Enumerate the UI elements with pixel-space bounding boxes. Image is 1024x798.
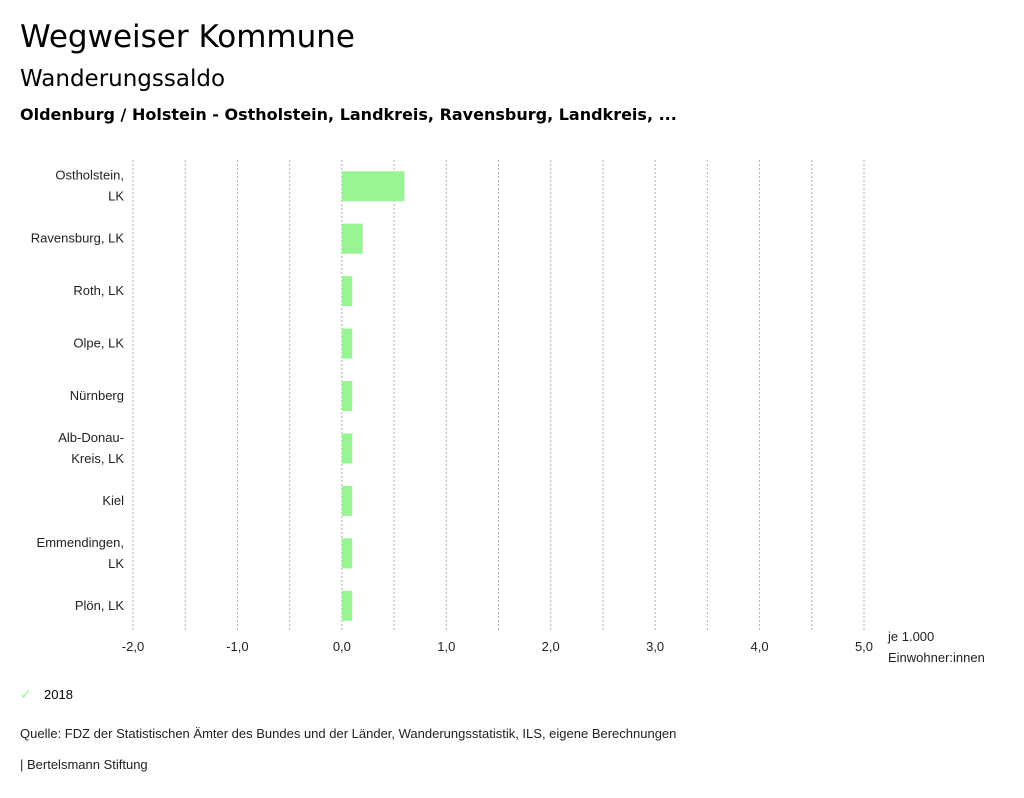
- x-tick-label: -1,0: [226, 639, 248, 654]
- x-axis-label-line2: Einwohner:innen: [888, 650, 985, 665]
- bar[interactable]: [341, 381, 353, 411]
- x-tick-label: 4,0: [751, 639, 769, 654]
- bar[interactable]: [341, 538, 353, 569]
- chart-subtitle: Wanderungssaldo: [20, 66, 226, 92]
- x-tick-label: 0,0: [333, 639, 351, 654]
- x-axis-label-line1: je 1.000: [887, 629, 934, 644]
- category-label: Roth, LK: [73, 283, 124, 298]
- x-tick-label: -2,0: [122, 639, 144, 654]
- bar[interactable]: [341, 171, 405, 202]
- source-note: Quelle: FDZ der Statistischen Ämter des …: [20, 726, 677, 741]
- grid-lines: [132, 160, 865, 632]
- bar[interactable]: [341, 433, 353, 464]
- category-label: Olpe, LK: [73, 336, 124, 351]
- bar[interactable]: [341, 328, 353, 359]
- category-label: Alb-Donau-: [58, 430, 124, 445]
- category-label: Kiel: [102, 493, 124, 508]
- category-label: Ostholstein,: [55, 168, 124, 183]
- bars: [341, 171, 405, 621]
- x-tick-label: 5,0: [855, 639, 873, 654]
- category-labels: Ostholstein, LK Ravensburg, LK Roth, LK Olpe…: [31, 168, 125, 613]
- x-tick-labels: -2,0 -1,0 0,0 1,0 2,0 3,0 4,0 5,0: [122, 639, 873, 654]
- x-tick-label: 1,0: [437, 639, 455, 654]
- x-tick-label: 2,0: [542, 639, 560, 654]
- legend-label: 2018: [44, 687, 73, 702]
- category-label: Emmendingen,: [37, 535, 124, 550]
- bar[interactable]: [341, 223, 363, 254]
- x-tick-label: 3,0: [646, 639, 664, 654]
- bar-chart: Ostholstein, LK Ravensburg, LK Roth, LK Olpe…: [31, 160, 985, 665]
- credit-note: | Bertelsmann Stiftung: [20, 757, 148, 772]
- category-label: Plön, LK: [75, 598, 124, 613]
- category-label: Kreis, LK: [71, 451, 124, 466]
- category-label: LK: [108, 189, 124, 204]
- category-label: Ravensburg, LK: [31, 231, 125, 246]
- check-icon: ✓: [20, 686, 32, 702]
- page-title: Wegweiser Kommune: [20, 19, 355, 55]
- bar[interactable]: [341, 485, 353, 516]
- category-label: Nürnberg: [70, 388, 124, 403]
- category-label: LK: [108, 556, 124, 571]
- chart-context: Oldenburg / Holstein - Ostholstein, Land…: [20, 105, 677, 124]
- bar[interactable]: [341, 590, 353, 621]
- bar[interactable]: [341, 276, 353, 307]
- legend-item-2018[interactable]: ✓ 2018: [20, 686, 73, 703]
